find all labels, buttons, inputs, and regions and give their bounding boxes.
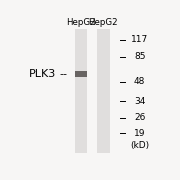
Text: 48: 48	[134, 77, 145, 86]
Text: (kD): (kD)	[130, 141, 149, 150]
Text: 19: 19	[134, 129, 145, 138]
Text: 34: 34	[134, 97, 145, 106]
Text: 26: 26	[134, 113, 145, 122]
Text: 85: 85	[134, 52, 145, 61]
Bar	[75, 28, 87, 153]
Text: 117: 117	[131, 35, 148, 44]
Text: --: --	[60, 69, 68, 79]
Bar	[75, 71, 87, 77]
Bar	[97, 28, 110, 153]
Text: PLK3: PLK3	[28, 69, 56, 79]
Text: HepG2: HepG2	[89, 18, 118, 27]
Text: HepG2: HepG2	[66, 18, 96, 27]
